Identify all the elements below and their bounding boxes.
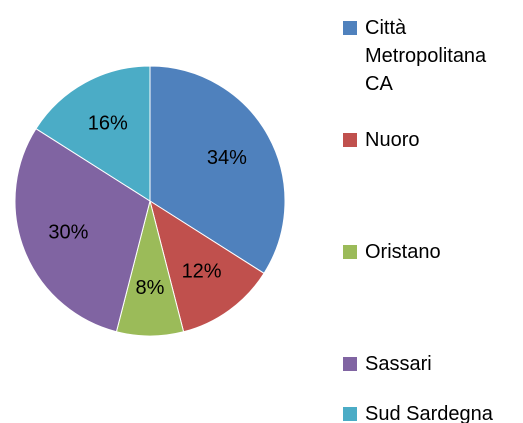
legend-swatch	[343, 407, 357, 421]
data-label: 8%	[136, 277, 165, 299]
legend-item: Oristano	[343, 238, 523, 266]
legend-label: Città Metropolitana CA	[365, 17, 487, 95]
data-label: 12%	[182, 260, 222, 282]
legend-swatch	[343, 245, 357, 259]
legend-swatch	[343, 133, 357, 147]
data-label: 34%	[207, 147, 247, 169]
legend-label: Nuoro	[365, 129, 420, 151]
pie-slice	[149, 199, 265, 333]
legend-item: Sud Sardegna	[343, 400, 523, 423]
data-label: 30%	[48, 222, 88, 244]
legend-item: Sassari	[343, 350, 523, 378]
legend-swatch	[343, 357, 357, 371]
legend-item: Nuoro	[343, 126, 523, 154]
pie-slice	[14, 127, 151, 333]
legend-label: Oristano	[365, 241, 441, 263]
legend-item: Città Metropolitana CA	[343, 14, 523, 98]
pie-slice	[35, 65, 151, 202]
legend-label: Sassari	[365, 353, 432, 375]
legend-label: Sud Sardegna	[365, 403, 493, 423]
legend-swatch	[343, 21, 357, 35]
data-label: 16%	[88, 112, 128, 134]
pie-slice	[149, 65, 286, 275]
